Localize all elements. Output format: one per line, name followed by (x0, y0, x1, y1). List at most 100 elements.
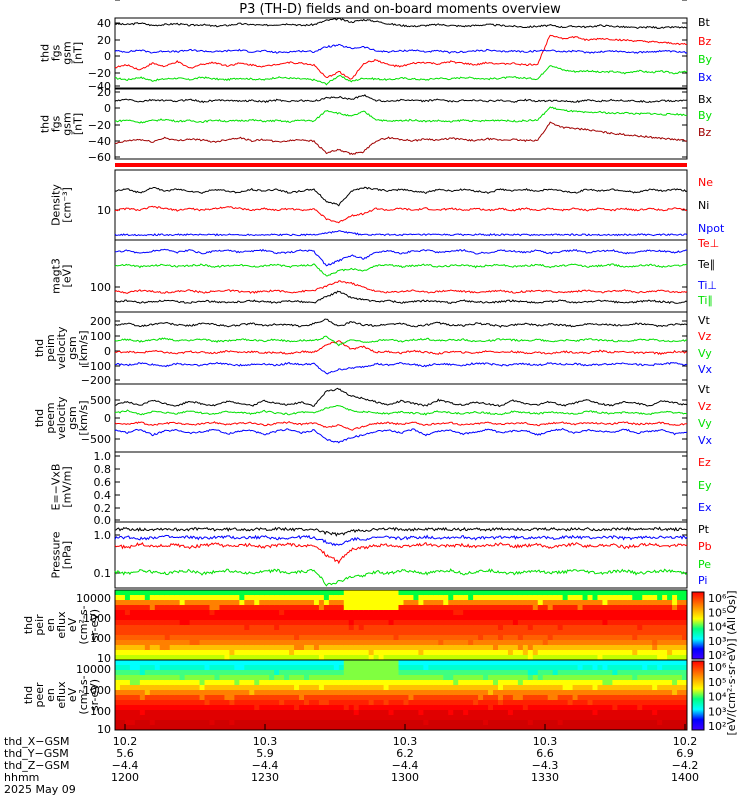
heatmap-cell (124, 595, 131, 601)
heatmap-cell (353, 670, 360, 676)
heatmap-cell (408, 640, 414, 646)
heatmap-cell (647, 685, 653, 691)
heatmap-cell (378, 670, 385, 676)
heatmap-cell (532, 675, 539, 681)
heatmap-cell (647, 600, 653, 606)
heatmap-cell (373, 595, 380, 601)
heatmap-cell (453, 665, 459, 671)
heatmap-cell (189, 650, 196, 656)
heatmap-cell (353, 625, 360, 631)
heatmap-cell (582, 655, 589, 661)
heatmap-cell (547, 660, 554, 666)
legend-Ti⊥: Ti⊥ (697, 279, 717, 292)
heatmap-cell (637, 590, 643, 596)
heatmap-cell (483, 640, 489, 646)
heatmap-cell (428, 690, 434, 696)
ytick-label: −20 (88, 67, 111, 80)
heatmap-cell (612, 620, 618, 626)
heatmap-cell (244, 630, 250, 636)
heatmap-cell (428, 655, 434, 661)
heatmap-cell (672, 665, 678, 671)
heatmap-cell (607, 690, 613, 696)
heatmap-cell (473, 680, 479, 686)
heatmap-cell (637, 660, 643, 666)
heatmap-cell (453, 660, 459, 666)
heatmap-cell (284, 720, 290, 726)
heatmap-cell (398, 630, 404, 636)
heatmap-cell (448, 630, 454, 636)
heatmap-cell (512, 670, 519, 676)
series-line-Bx (114, 94, 688, 104)
heatmap-cell (164, 600, 171, 606)
heatmap-cell (438, 680, 444, 686)
heatmap-cell (468, 715, 474, 721)
colorbar-tick: 10⁵ (708, 676, 726, 689)
heatmap-cell (453, 675, 459, 681)
heatmap-cell (259, 720, 265, 726)
heatmap-cell (418, 620, 424, 626)
heatmap-cell (358, 645, 365, 651)
heatmap-cell (677, 665, 683, 671)
heatmap-cell (393, 680, 400, 686)
heatmap-cell (338, 660, 345, 666)
heatmap-cell (682, 710, 688, 716)
heatmap-cell (493, 650, 499, 656)
heatmap-cell (179, 690, 186, 696)
heatmap-cell (144, 610, 151, 616)
heatmap-cell (269, 590, 275, 596)
heatmap-cell (677, 710, 683, 716)
heatmap-cell (572, 610, 579, 616)
heatmap-cell (478, 595, 484, 601)
heatmap-cell (433, 695, 439, 701)
heatmap-cell (567, 645, 574, 651)
heatmap-cell (468, 640, 474, 646)
heatmap-cell (318, 685, 325, 691)
heatmap-cell (383, 650, 390, 656)
heatmap-cell (343, 595, 350, 601)
xaxis-value: 1230 (251, 771, 279, 784)
heatmap-cell (269, 655, 275, 661)
heatmap-cell (597, 610, 603, 616)
heatmap-cell (627, 690, 633, 696)
heatmap-cell (383, 590, 390, 596)
heatmap-cell (547, 640, 554, 646)
heatmap-cell (677, 600, 683, 606)
heatmap-cell (219, 625, 225, 631)
heatmap-cell (463, 665, 469, 671)
xaxis-value: −4.4 (252, 759, 279, 772)
heatmap-cell (368, 710, 375, 716)
heatmap-cell (383, 705, 390, 711)
heatmap-cell (254, 725, 260, 731)
heatmap-cell (473, 685, 479, 691)
heatmap-cell (353, 615, 360, 621)
heatmap-cell (463, 620, 469, 626)
heatmap-cell (323, 630, 330, 636)
heatmap-cell (617, 720, 623, 726)
heatmap-cell (463, 655, 469, 661)
heatmap-cell (323, 620, 330, 626)
heatmap-cell (189, 725, 196, 731)
heatmap-cell (164, 715, 171, 721)
heatmap-cell (657, 705, 663, 711)
heatmap-cell (234, 645, 240, 651)
heatmap-cell (597, 595, 603, 601)
heatmap-cell (333, 695, 340, 701)
heatmap-cell (299, 715, 305, 721)
heatmap-cell (458, 590, 464, 596)
heatmap-cell (468, 615, 474, 621)
heatmap-cell (433, 625, 439, 631)
heatmap-cell (552, 675, 559, 681)
heatmap-cell (134, 660, 141, 666)
ylabel-line: [nT] (72, 113, 85, 135)
heatmap-cell (348, 695, 355, 701)
heatmap-cell (174, 615, 181, 621)
heatmap-cell (204, 635, 210, 641)
heatmap-cell (612, 680, 618, 686)
heatmap-cell (378, 640, 385, 646)
heatmap-cell (348, 635, 355, 641)
heatmap-cell (592, 680, 598, 686)
heatmap-cell (249, 675, 255, 681)
heatmap-cell (368, 595, 375, 601)
heatmap-cell (572, 710, 579, 716)
